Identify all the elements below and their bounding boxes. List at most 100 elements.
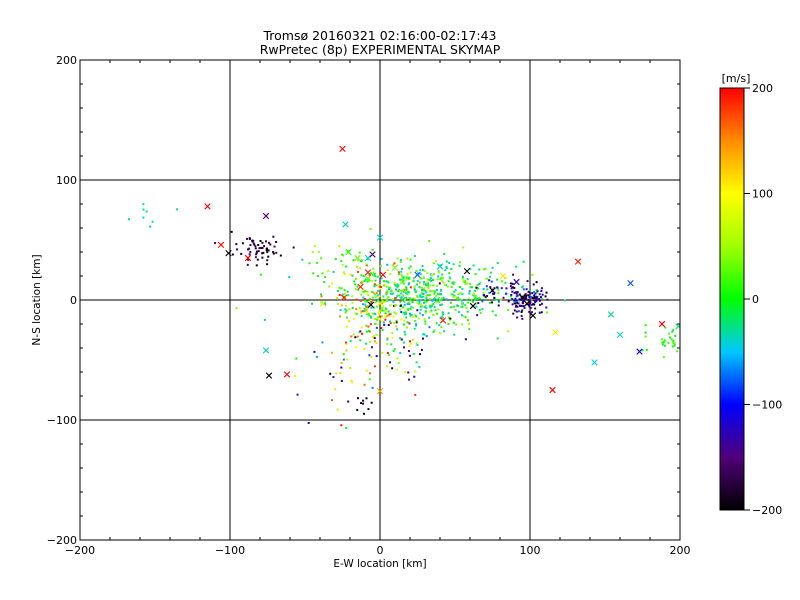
data-point-dot bbox=[468, 322, 471, 325]
data-point-dot bbox=[356, 270, 359, 273]
data-point-dot bbox=[248, 237, 251, 240]
data-point-dot bbox=[434, 309, 437, 312]
data-point-dot bbox=[402, 341, 405, 344]
data-point-dot bbox=[149, 225, 152, 228]
data-point-dot bbox=[517, 310, 520, 313]
data-point-dot bbox=[473, 298, 476, 301]
data-point-dot bbox=[362, 402, 365, 405]
data-point-dot bbox=[393, 348, 396, 351]
data-point-dot bbox=[513, 286, 516, 289]
data-point-dot bbox=[400, 338, 403, 341]
data-point-x bbox=[433, 296, 441, 304]
data-point-dot bbox=[462, 275, 465, 278]
data-point-x bbox=[244, 254, 252, 262]
data-point-dot bbox=[349, 340, 352, 343]
data-point-dot bbox=[324, 276, 327, 279]
data-point-dot bbox=[468, 292, 471, 295]
data-point-dot bbox=[355, 345, 358, 348]
data-point-dot bbox=[419, 299, 422, 302]
data-point-dot bbox=[511, 290, 514, 293]
data-point-dot bbox=[387, 281, 390, 284]
data-point-dot bbox=[264, 240, 267, 243]
data-point-dot bbox=[307, 421, 310, 424]
data-point-dot bbox=[644, 335, 647, 338]
data-point-dot bbox=[422, 289, 425, 292]
data-point-dot bbox=[378, 313, 381, 316]
data-point-dot bbox=[385, 313, 388, 316]
data-point-dot bbox=[405, 292, 408, 295]
data-point-dot bbox=[499, 298, 502, 301]
data-point-dot bbox=[371, 386, 374, 389]
data-point-dot bbox=[214, 242, 217, 245]
data-point-dot bbox=[403, 346, 406, 349]
data-point-dot bbox=[478, 297, 481, 300]
data-point-dot bbox=[253, 243, 256, 246]
data-point-dot bbox=[400, 311, 403, 314]
data-point-dot bbox=[464, 304, 467, 307]
data-point-dot bbox=[517, 299, 520, 302]
data-point-dot bbox=[392, 315, 395, 318]
data-point-dot bbox=[391, 367, 394, 370]
data-point-dot bbox=[388, 313, 391, 316]
data-point-dot bbox=[399, 352, 402, 355]
data-point-dot bbox=[482, 292, 485, 295]
data-point-dot bbox=[515, 304, 518, 307]
data-point-dot bbox=[420, 286, 423, 289]
data-point-dot bbox=[369, 340, 372, 343]
data-point-dot bbox=[527, 290, 530, 293]
data-point-dot bbox=[398, 278, 401, 281]
data-point-dot bbox=[375, 323, 378, 326]
data-point-dot bbox=[507, 309, 510, 312]
data-point-dot bbox=[671, 330, 674, 333]
data-point-dot bbox=[312, 272, 315, 275]
data-point-dot bbox=[435, 322, 438, 325]
data-point-dot bbox=[386, 365, 389, 368]
data-point-dot bbox=[375, 326, 378, 329]
data-point-dot bbox=[375, 292, 378, 295]
data-point-dot bbox=[482, 268, 485, 271]
data-point-dot bbox=[360, 282, 363, 285]
data-point-dot bbox=[428, 305, 431, 308]
data-point-dot bbox=[373, 283, 376, 286]
data-point-dot bbox=[371, 279, 374, 282]
data-point-dot bbox=[360, 293, 363, 296]
data-point-dot bbox=[247, 248, 250, 251]
data-point-dot bbox=[404, 371, 407, 374]
data-point-dot bbox=[468, 290, 471, 293]
data-point-dot bbox=[368, 274, 371, 277]
data-point-dot bbox=[398, 288, 401, 291]
data-point-dot bbox=[452, 282, 455, 285]
data-point-x bbox=[357, 283, 364, 290]
data-point-dot bbox=[432, 313, 435, 316]
data-point-dot bbox=[529, 292, 532, 295]
data-point-dot bbox=[475, 302, 478, 305]
data-point-dot bbox=[397, 362, 400, 365]
data-point-dot bbox=[410, 305, 413, 308]
data-point-dot bbox=[433, 306, 436, 309]
data-point-dot bbox=[407, 277, 410, 280]
data-point-dot bbox=[423, 333, 426, 336]
data-point-x bbox=[376, 388, 384, 395]
data-point-dot bbox=[527, 299, 530, 302]
data-point-dot bbox=[258, 247, 261, 250]
data-point-dot bbox=[266, 251, 269, 254]
data-point-dot bbox=[396, 283, 399, 286]
data-point-dot bbox=[370, 272, 373, 275]
data-point-dot bbox=[430, 279, 433, 282]
data-point-dot bbox=[454, 289, 457, 292]
data-point-dot bbox=[279, 254, 282, 257]
data-point-x bbox=[367, 301, 375, 308]
data-point-dot bbox=[425, 335, 428, 338]
data-point-dot bbox=[520, 298, 523, 301]
data-point-dot bbox=[428, 326, 431, 329]
data-point-dot bbox=[416, 343, 419, 346]
data-point-dot bbox=[485, 285, 488, 288]
data-point-dot bbox=[364, 299, 367, 302]
data-point-dot bbox=[343, 289, 346, 292]
data-point-dot bbox=[341, 253, 344, 256]
data-point-dot bbox=[531, 292, 534, 295]
data-point-dot bbox=[416, 309, 419, 312]
data-point-dot bbox=[515, 295, 518, 298]
data-point-dot bbox=[413, 255, 416, 258]
data-point-dot bbox=[423, 287, 426, 290]
